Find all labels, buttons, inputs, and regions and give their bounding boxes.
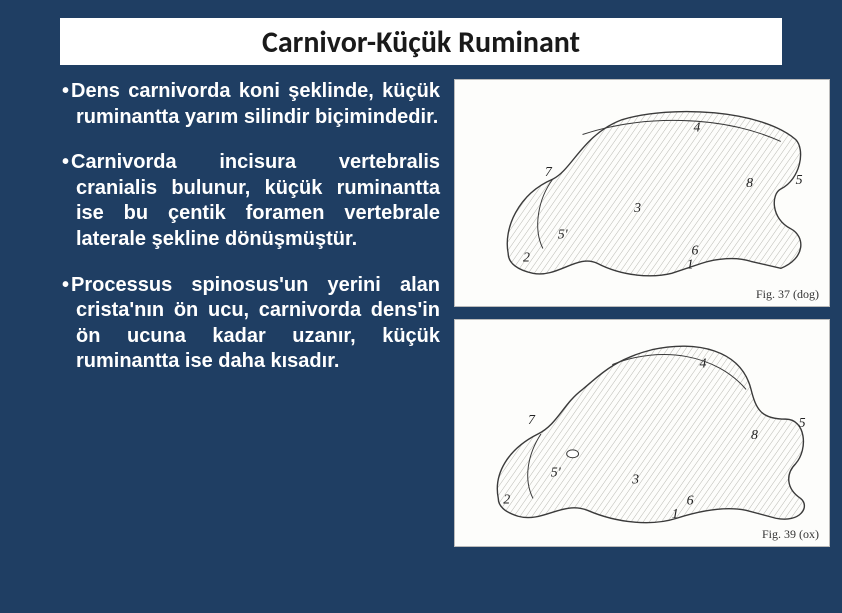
svg-text:3: 3 [631, 473, 639, 488]
svg-text:1: 1 [687, 257, 694, 272]
svg-text:3: 3 [633, 201, 641, 216]
svg-text:7: 7 [545, 165, 553, 180]
figure-bottom-caption: Fig. 39 (ox) [762, 527, 819, 542]
content-row: Dens carnivorda koni şeklinde, küçük rum… [0, 65, 842, 547]
text-column: Dens carnivorda koni şeklinde, küçük rum… [60, 79, 440, 547]
svg-text:4: 4 [699, 357, 706, 372]
figure-column: 1 2 3 4 5 5' 6 7 8 Fig. 37 (dog) [454, 79, 830, 547]
svg-text:8: 8 [751, 428, 758, 443]
svg-text:1: 1 [672, 507, 679, 522]
svg-text:7: 7 [528, 413, 536, 428]
bullet-2: Carnivorda incisura vertebralis craniali… [60, 150, 440, 252]
figure-top-svg: 1 2 3 4 5 5' 6 7 8 [455, 80, 829, 306]
svg-text:5': 5' [551, 466, 562, 481]
svg-text:6: 6 [692, 243, 699, 258]
bullet-1: Dens carnivorda koni şeklinde, küçük rum… [60, 79, 440, 130]
figure-top-caption: Fig. 37 (dog) [756, 287, 819, 302]
svg-text:2: 2 [523, 250, 530, 265]
svg-text:6: 6 [687, 493, 694, 508]
svg-text:5': 5' [558, 228, 569, 243]
svg-text:2: 2 [503, 492, 510, 507]
figure-top: 1 2 3 4 5 5' 6 7 8 Fig. 37 (dog) [454, 79, 830, 307]
bullet-3: Processus spinosus'un yerini alan crista… [60, 273, 440, 375]
svg-text:8: 8 [746, 176, 753, 191]
figure-bottom-svg: 1 2 3 4 5 5' 6 7 8 [455, 320, 829, 546]
slide-title: Carnivor-Küçük Ruminant [60, 24, 782, 61]
svg-text:4: 4 [694, 121, 701, 136]
figure-bottom: 1 2 3 4 5 5' 6 7 8 Fig. 39 (ox) [454, 319, 830, 547]
svg-text:5: 5 [796, 173, 803, 188]
svg-text:5: 5 [799, 416, 806, 431]
title-bar: Carnivor-Küçük Ruminant [60, 18, 782, 65]
